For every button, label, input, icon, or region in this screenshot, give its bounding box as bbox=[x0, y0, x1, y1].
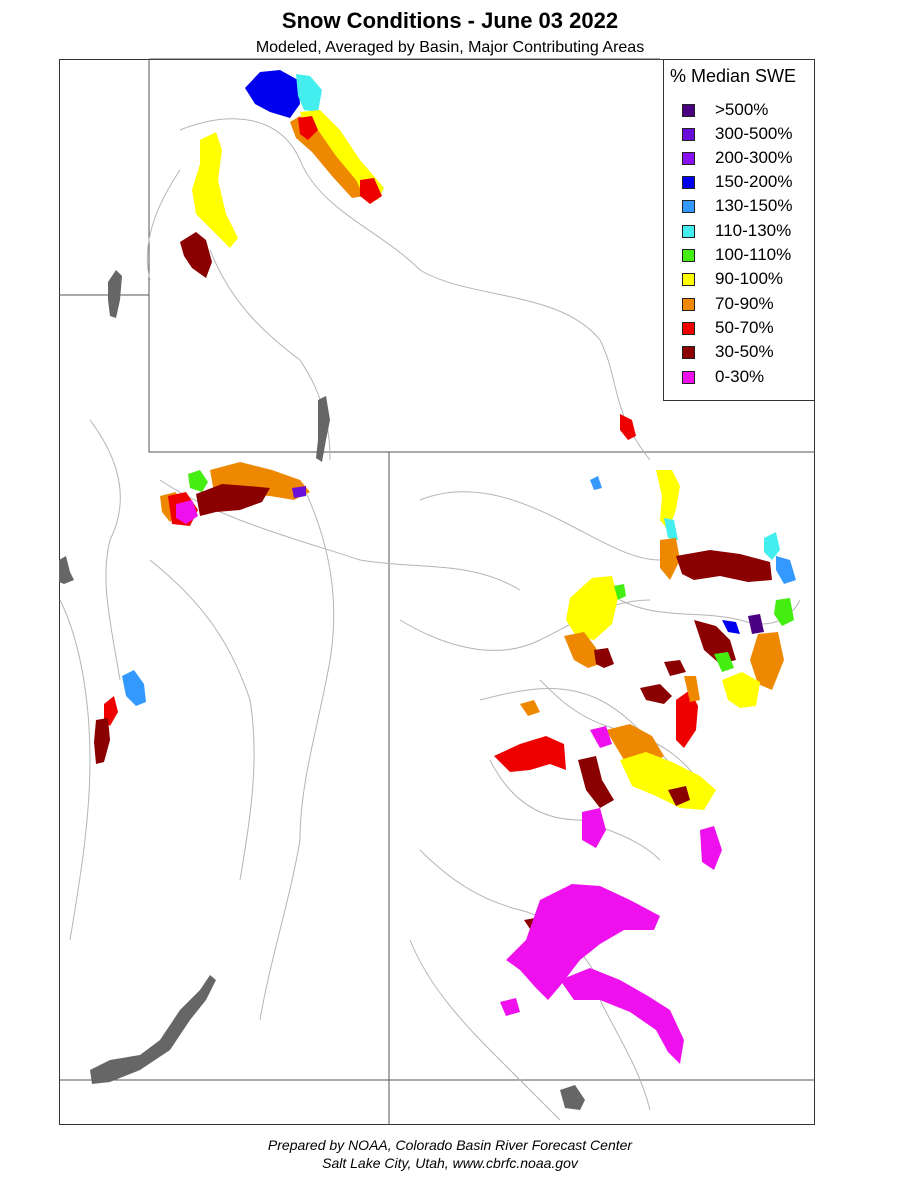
patch-0-30-south2 bbox=[560, 968, 684, 1064]
lake-bear bbox=[108, 270, 122, 318]
legend-label: 0-30% bbox=[715, 367, 765, 386]
patch-100-110-central bbox=[614, 584, 626, 600]
patch-130-150-wasatch bbox=[122, 670, 146, 706]
patch-110-130-frontrange bbox=[664, 518, 678, 540]
patch-30-50-wasatch bbox=[94, 718, 110, 764]
patch-90-100-frontrange bbox=[656, 470, 680, 530]
patch-70-90-ne bbox=[750, 632, 784, 690]
legend-swatch bbox=[682, 151, 695, 165]
patch-0-30-south bbox=[506, 884, 660, 1000]
patch-90-100-central bbox=[566, 576, 618, 640]
patch-90-100-ne bbox=[722, 672, 760, 708]
legend-label: 150-200% bbox=[715, 172, 793, 191]
legend-swatch bbox=[682, 199, 695, 213]
legend-label: 100-110% bbox=[715, 245, 792, 264]
patch-0-30-sanjuan2 bbox=[590, 726, 612, 748]
patch-150-200-ne bbox=[722, 620, 740, 634]
patch-50-70-sw bbox=[494, 736, 566, 772]
patch-50-70-gunnison bbox=[676, 690, 698, 748]
lake-powell bbox=[90, 975, 216, 1084]
patch-200-300-ne bbox=[748, 614, 764, 634]
patch-100-110-ne2 bbox=[714, 652, 734, 672]
patch-30-50-sanjuan bbox=[578, 756, 690, 808]
patch-90-100-west bbox=[192, 132, 238, 248]
legend-swatch bbox=[682, 345, 695, 359]
legend-item-0-30: 0-30% bbox=[682, 367, 764, 387]
legend-item-150-200: 150-200% bbox=[682, 172, 793, 192]
patch-110-130-north bbox=[296, 74, 322, 112]
legend: % Median SWE >500% 300-500% 200-300% 150… bbox=[663, 59, 815, 401]
patch-100-110-ne bbox=[774, 598, 794, 626]
legend-label: 30-50% bbox=[715, 342, 774, 361]
patch-90-100-sanjuan bbox=[620, 752, 716, 810]
legend-label: 200-300% bbox=[715, 148, 793, 167]
legend-title: % Median SWE bbox=[670, 66, 797, 86]
legend-swatch bbox=[682, 297, 695, 311]
state-borders bbox=[59, 58, 815, 1125]
legend-item-110-130: 110-130% bbox=[682, 221, 791, 241]
legend-item-200-300: 200-300% bbox=[682, 148, 793, 168]
snow-patches bbox=[94, 70, 796, 1064]
patch-50-70-north bbox=[298, 116, 382, 204]
patch-0-30-uinta bbox=[176, 500, 198, 524]
legend-label: 110-130% bbox=[715, 221, 792, 240]
legend-swatch bbox=[682, 272, 695, 286]
lake-navajo bbox=[560, 1085, 585, 1110]
legend-label: 50-70% bbox=[715, 318, 774, 337]
patch-70-90-gunnison bbox=[684, 676, 700, 702]
patch-110-130-ne bbox=[764, 532, 780, 560]
footer-credit: Prepared by NOAA, Colorado Basin River F… bbox=[267, 1137, 633, 1153]
patch-70-90-central bbox=[564, 632, 600, 668]
water-bodies bbox=[59, 270, 585, 1110]
legend-item-70-90: 70-90% bbox=[682, 294, 774, 314]
patch-30-50-frontrange bbox=[676, 550, 772, 582]
legend-swatch bbox=[682, 127, 695, 141]
patch-100-110-uinta bbox=[188, 470, 208, 492]
patch-70-90-frontrange bbox=[660, 538, 680, 580]
legend-label: >500% bbox=[715, 100, 769, 119]
patch-130-150-ne bbox=[776, 556, 796, 584]
patch-30-50-west bbox=[180, 232, 212, 278]
legend-swatch bbox=[682, 175, 695, 189]
legend-item-130-150: 130-150% bbox=[682, 196, 793, 216]
patch-200-300-uinta bbox=[292, 486, 306, 498]
legend-label: 300-500% bbox=[715, 124, 793, 143]
patch-130-150-colorado bbox=[590, 476, 602, 490]
patch-0-30-sanjuan bbox=[582, 808, 722, 870]
legend-item-100-110: 100-110% bbox=[682, 245, 791, 265]
patch-70-90-sw bbox=[520, 700, 540, 716]
patch-30-50-central bbox=[594, 648, 614, 668]
legend-label: 90-100% bbox=[715, 269, 784, 288]
map-subtitle: Modeled, Averaged by Basin, Major Contri… bbox=[255, 39, 645, 56]
legend-swatch bbox=[682, 224, 695, 238]
wyoming-border bbox=[148, 59, 815, 453]
legend-swatch bbox=[682, 370, 695, 384]
patch-30-50-gunnison bbox=[640, 660, 686, 704]
lake-utah bbox=[59, 556, 74, 584]
legend-swatch bbox=[682, 321, 695, 335]
legend-item-gt500: >500% bbox=[682, 100, 768, 120]
patch-30-50-uinta bbox=[196, 484, 270, 516]
patch-90-100-north bbox=[300, 110, 384, 200]
map-title: Snow Conditions - June 03 2022 bbox=[281, 8, 619, 33]
footer-url: Salt Lake City, Utah, www.cbrfc.noaa.gov bbox=[322, 1155, 578, 1171]
legend-swatch bbox=[682, 103, 695, 117]
patch-0-30-south3 bbox=[500, 998, 520, 1016]
legend-item-300-500: 300-500% bbox=[682, 124, 793, 144]
legend-label: 70-90% bbox=[715, 294, 774, 313]
legend-item-30-50: 30-50% bbox=[682, 342, 774, 362]
patch-50-70-gunnison-e bbox=[620, 414, 636, 440]
legend-swatch bbox=[682, 248, 695, 262]
legend-label: 130-150% bbox=[715, 196, 793, 215]
patch-150-200 bbox=[245, 70, 300, 118]
lake-flaming-gorge bbox=[316, 396, 330, 462]
legend-item-50-70: 50-70% bbox=[682, 318, 774, 338]
legend-item-90-100: 90-100% bbox=[682, 269, 783, 289]
